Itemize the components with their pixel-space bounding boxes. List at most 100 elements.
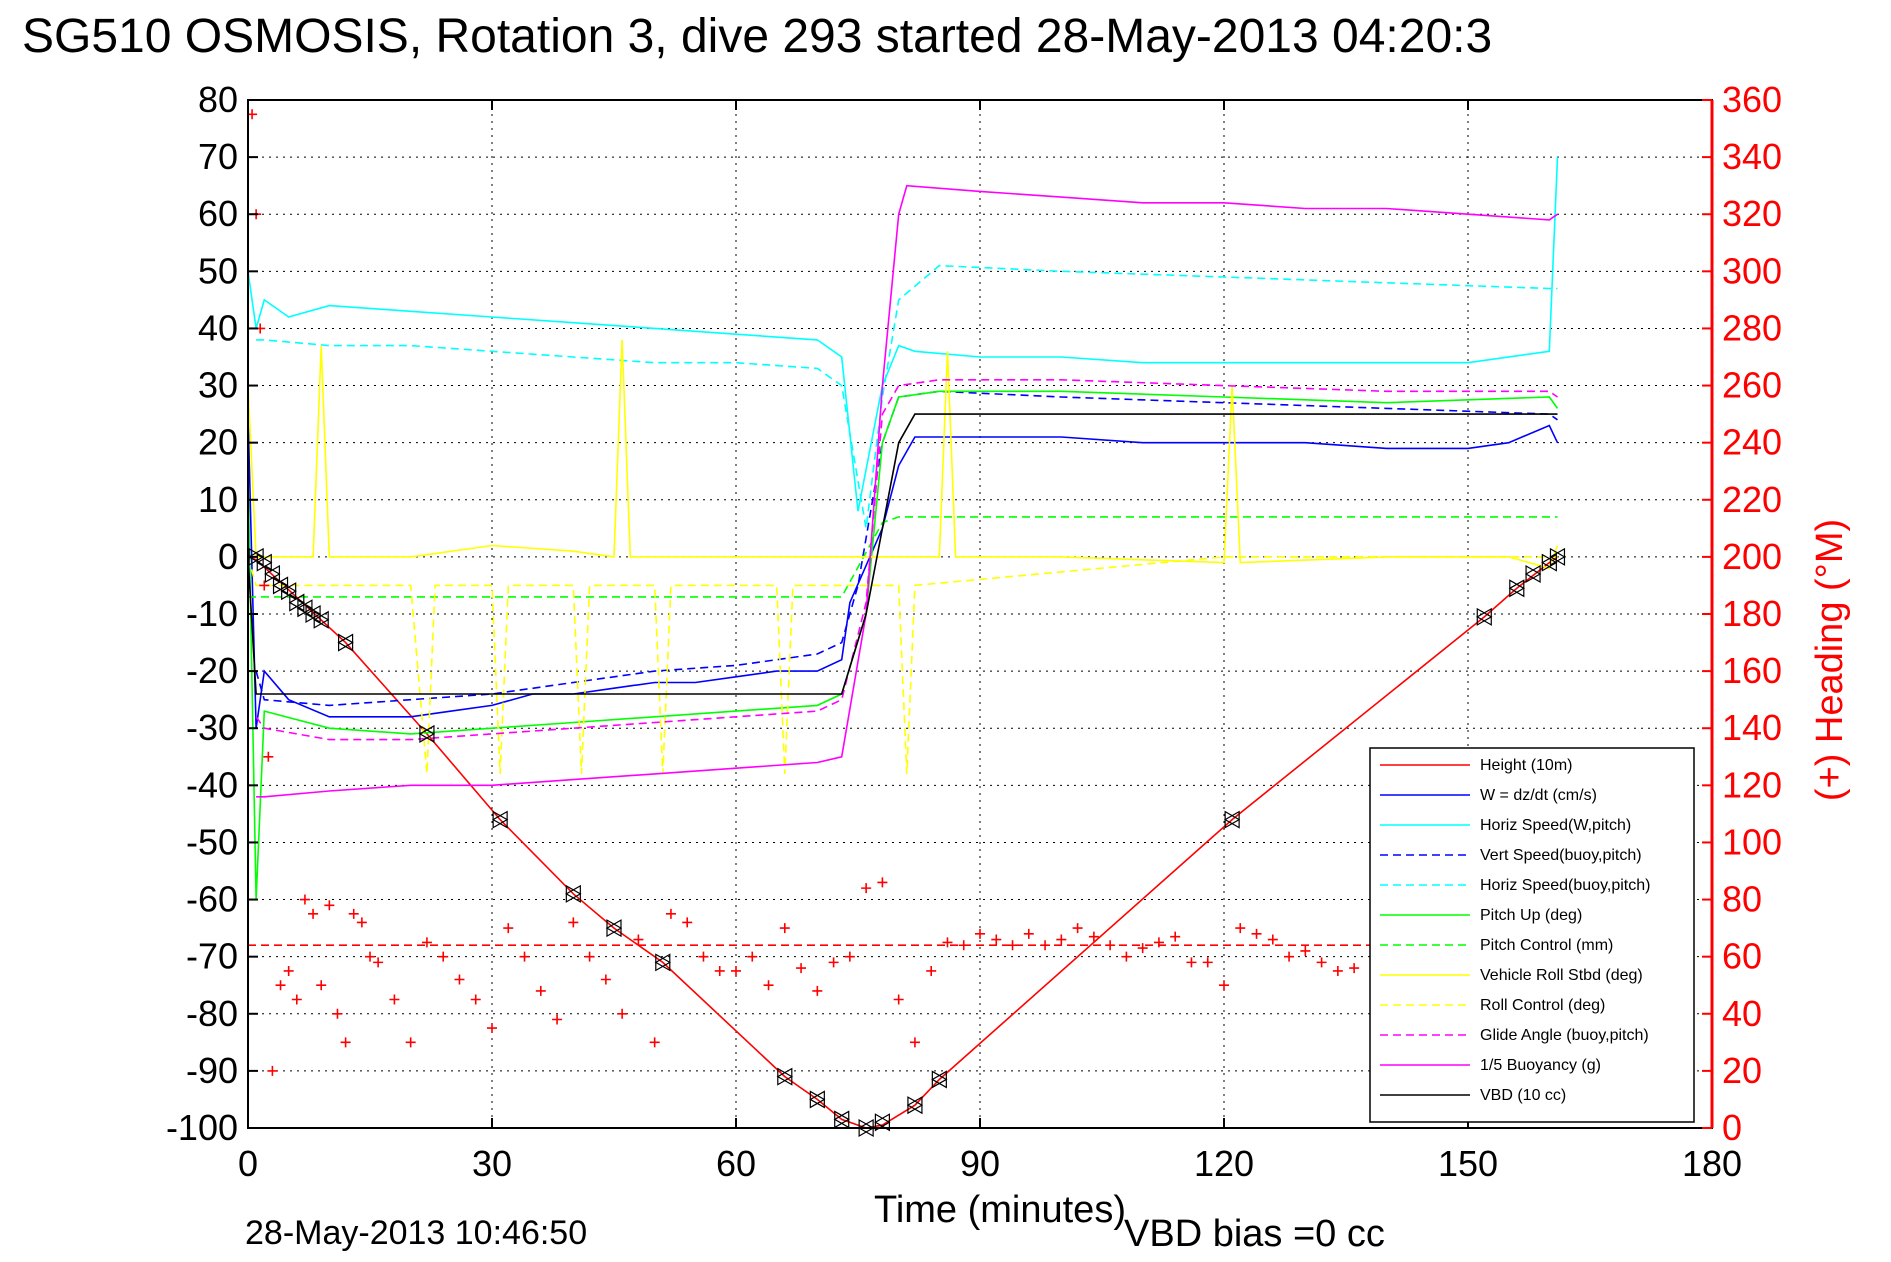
heading-point [975, 928, 985, 939]
heading-point [291, 994, 302, 1005]
heading-point [682, 917, 693, 928]
depth-marker [931, 1070, 948, 1089]
right-tick-label: 0 [1722, 1107, 1742, 1148]
series-roll-control-deg [248, 556, 1558, 774]
heading-point [1267, 934, 1278, 945]
heading-point [421, 937, 432, 948]
heading-point [1235, 923, 1246, 934]
y-tick-label: 50 [198, 250, 238, 291]
series-layer [248, 109, 1559, 1128]
y-tick-label: -80 [186, 993, 238, 1034]
y-tick-label: 0 [218, 536, 238, 577]
right-tick-label: 360 [1722, 79, 1782, 120]
left-triangle-icon [833, 1110, 850, 1129]
heading-point [861, 883, 872, 894]
heading-point [299, 894, 310, 905]
left-triangle-icon [337, 633, 354, 652]
depth-marker [337, 633, 354, 652]
depth-marker [1476, 607, 1493, 626]
heading-point [1121, 951, 1132, 962]
right-axis-label: (+) Heading (°M) [1809, 519, 1851, 801]
heading-point [1219, 980, 1229, 991]
x-tick-label: 30 [472, 1143, 512, 1184]
heading-point [308, 908, 319, 919]
heading-point [470, 994, 481, 1005]
right-tick-label: 320 [1722, 193, 1782, 234]
y-tick-label: 70 [198, 136, 238, 177]
heading-point [1332, 965, 1343, 976]
left-triangle-icon [776, 1067, 793, 1086]
heading-point [991, 934, 1002, 945]
y-tick-label: -10 [186, 593, 238, 634]
heading-point [263, 751, 274, 762]
y-tick-label: -70 [186, 936, 238, 977]
legend-label: Vert Speed(buoy,pitch) [1480, 847, 1642, 864]
left-triangle-icon [272, 576, 289, 595]
x-tick-label: 90 [960, 1143, 1000, 1184]
heading-point [389, 994, 400, 1005]
left-triangle-icon [1508, 579, 1525, 598]
depth-marker [288, 593, 306, 612]
y-tick-label: 40 [198, 307, 238, 348]
right-tick-label: 120 [1722, 764, 1782, 805]
series-height-10m [248, 556, 1558, 1128]
depth-marker [1508, 579, 1526, 598]
right-tick-label: 80 [1722, 879, 1762, 920]
heading-point [373, 957, 384, 968]
heading-point [1251, 928, 1262, 939]
y-tick-label: -50 [186, 821, 238, 862]
depth-marker [304, 604, 322, 624]
heading-point [487, 1023, 497, 1034]
legend-label: Horiz Speed(buoy,pitch) [1480, 877, 1650, 894]
heading-point [633, 934, 644, 945]
depth-marker [776, 1067, 794, 1086]
right-tick-label: 340 [1722, 136, 1782, 177]
heading-point [1137, 943, 1148, 954]
heading-point [1300, 945, 1311, 956]
left-triangle-icon [247, 547, 264, 566]
heading-point [877, 877, 888, 888]
heading-point [1088, 931, 1099, 942]
heading-point [909, 1037, 920, 1048]
y-axis-ticks: 80 70 60 50 40 30 20 10 0 -10 -20 -30 -40 -50 -60 -70 -8… [166, 79, 258, 1148]
left-triangle-icon [605, 919, 622, 938]
heading-point [438, 951, 449, 962]
y-tick-label: -90 [186, 1050, 238, 1091]
series-pitch-control-mm [248, 516, 1558, 598]
depth-marker [1524, 564, 1542, 584]
heading-point [617, 1008, 628, 1019]
heading-point [893, 994, 904, 1005]
heading-point [665, 908, 676, 919]
depth-marker [312, 610, 330, 629]
heading-point [340, 1037, 351, 1048]
y-tick-label: -100 [166, 1107, 238, 1148]
heading-point [535, 985, 546, 996]
series-vbd-10-cc [248, 413, 1558, 695]
right-axis-ticks: 3603403203002802602402202001801601401201… [1702, 79, 1782, 1148]
heading-point [796, 963, 807, 974]
heading-point [259, 580, 270, 591]
heading-point [649, 1037, 660, 1048]
series-horiz-speed-w-pitch [248, 157, 1559, 512]
series-vert-speed-buoy-pitch [255, 390, 1558, 707]
heading-point [763, 980, 774, 991]
heading-point [1170, 931, 1181, 942]
y-tick-label: -20 [186, 650, 238, 691]
y-tick-label: -60 [186, 879, 238, 920]
heading-point [568, 917, 579, 928]
heading-point [283, 965, 294, 976]
left-triangle-icon [1476, 607, 1492, 626]
left-triangle-icon [809, 1090, 825, 1109]
series-horiz-speed-buoy-pitch [256, 264, 1558, 529]
y-tick-label: 20 [198, 422, 238, 463]
depth-marker [264, 564, 281, 584]
chart-title: SG510 OSMOSIS, Rotation 3, dive 293 star… [22, 10, 1492, 63]
series-1-5-buoyancy-g [256, 184, 1558, 798]
depth-marker [565, 884, 582, 903]
legend-label: Pitch Up (deg) [1480, 907, 1582, 924]
left-triangle-icon [312, 610, 329, 629]
legend-label: Horiz Speed(W,pitch) [1480, 817, 1631, 834]
legend-label: VBD (10 cc) [1480, 1087, 1566, 1104]
left-triangle-icon [874, 1113, 890, 1132]
